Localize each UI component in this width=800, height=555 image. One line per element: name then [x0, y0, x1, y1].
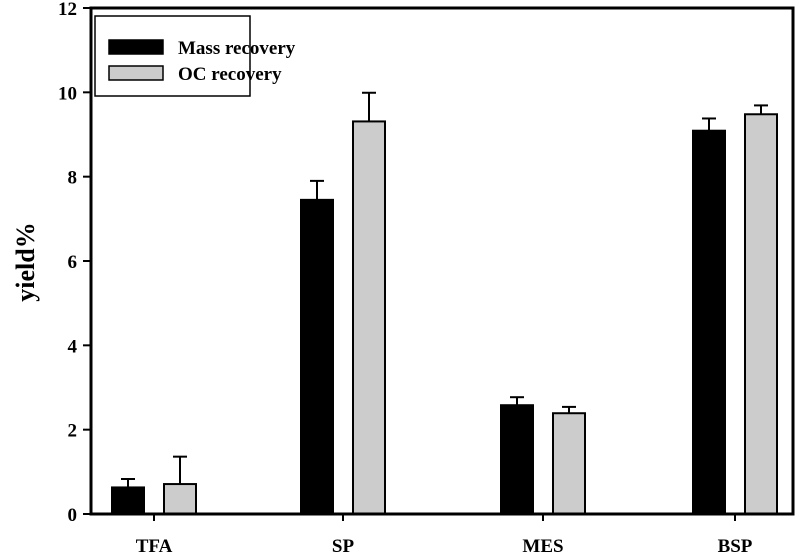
legend: Mass recovery OC recovery — [94, 15, 296, 97]
legend-swatch-oc-recovery — [108, 65, 164, 81]
legend-box — [94, 15, 251, 97]
bar-mass-recovery-bsp — [692, 129, 726, 516]
y-axis-title: yield% — [11, 222, 40, 301]
y-tick-label: 8 — [68, 168, 78, 189]
y-tick-label: 4 — [68, 336, 78, 357]
legend-label-mass-recovery: Mass recovery — [178, 38, 296, 59]
legend-swatch-mass-recovery — [108, 39, 164, 55]
x-tick-label: MES — [522, 536, 563, 555]
y-tick-label: 0 — [68, 505, 78, 526]
bars-layer — [111, 91, 778, 516]
y-tick-label: 2 — [68, 421, 78, 442]
axes-layer: TFA SP MES BSP 0 2 4 6 8 10 12 — [58, 0, 795, 555]
bar-mass-recovery-tfa — [111, 486, 145, 515]
bar-oc-recovery-sp — [352, 120, 386, 515]
y-tick-label: 6 — [68, 252, 78, 273]
x-tick-label: BSP — [718, 536, 753, 555]
legend-label-oc-recovery: OC recovery — [178, 64, 282, 85]
bar-mass-recovery-sp — [300, 198, 334, 515]
x-tick-label: TFA — [136, 536, 173, 555]
y-tick-label: 10 — [58, 83, 77, 104]
y-tick-label: 12 — [58, 0, 77, 20]
bar-oc-recovery-mes — [552, 412, 586, 516]
bar-oc-recovery-bsp — [744, 113, 778, 515]
x-tick-label: SP — [332, 536, 355, 555]
bar-oc-recovery-tfa — [163, 483, 197, 516]
bar-mass-recovery-mes — [500, 404, 534, 515]
